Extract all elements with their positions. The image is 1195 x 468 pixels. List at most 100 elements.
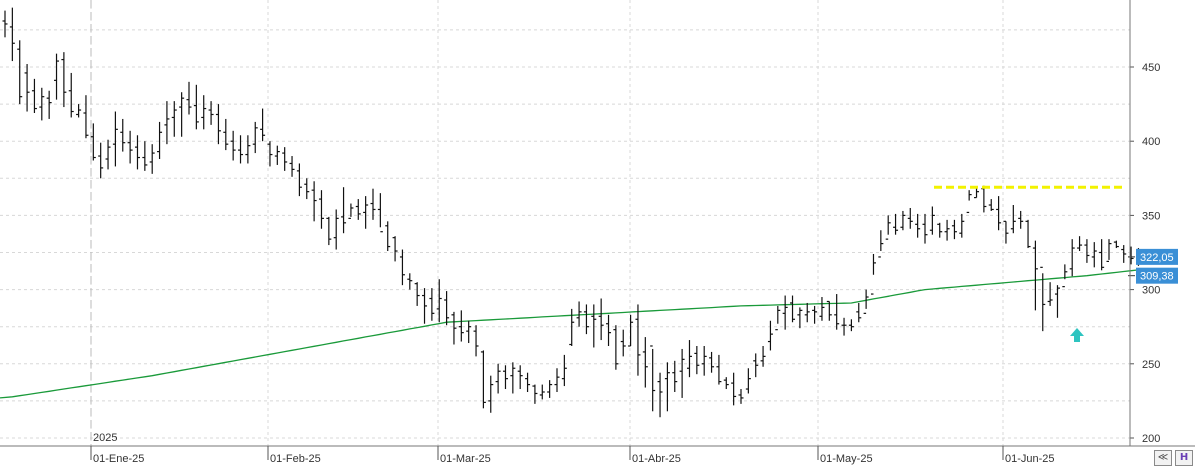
ohlc-bar xyxy=(17,40,23,105)
moving-average-tag-box xyxy=(1136,267,1178,284)
ohlc-bar xyxy=(341,187,347,234)
ohlc-bar xyxy=(1091,242,1097,268)
ohlc-bar xyxy=(951,219,957,240)
ohlc-bar xyxy=(826,300,832,321)
ohlc-bar xyxy=(1121,245,1127,263)
ohlc-bar xyxy=(834,294,840,330)
ohlc-bar xyxy=(223,118,229,151)
h-button[interactable]: H xyxy=(1175,450,1193,466)
ohlc-bar xyxy=(318,190,324,229)
ohlc-bar xyxy=(1032,240,1038,311)
ohlc-bar xyxy=(613,325,619,370)
year-label: 2025 xyxy=(93,432,117,444)
ohlc-bar xyxy=(186,81,192,115)
ohlc-bar xyxy=(458,310,464,342)
ohlc-bar xyxy=(709,351,715,373)
ohlc-bar xyxy=(841,317,847,336)
ohlc-bar xyxy=(61,52,67,108)
ohlc-bar xyxy=(377,193,383,233)
ohlc-bar xyxy=(39,87,45,121)
ohlc-bar xyxy=(304,178,310,200)
up-arrow-icon xyxy=(1070,328,1084,342)
ohlc-bar xyxy=(966,190,972,214)
ohlc-bar xyxy=(215,104,221,145)
ohlc-bar xyxy=(1018,210,1024,229)
y-tick-label: 450 xyxy=(1142,62,1160,74)
ohlc-bar xyxy=(451,311,457,345)
ohlc-bar xyxy=(68,72,74,118)
ohlc-bar xyxy=(311,181,317,222)
ohlc-bar xyxy=(1084,239,1090,263)
x-axis-band xyxy=(0,446,1195,468)
ohlc-bar xyxy=(517,365,523,390)
y-tick-label: 200 xyxy=(1142,433,1160,445)
ohlc-bar xyxy=(1128,246,1134,265)
ohlc-bar xyxy=(686,340,692,378)
ohlc-bar xyxy=(164,101,170,145)
ohlc-bar xyxy=(974,187,980,199)
ohlc-bar xyxy=(885,215,891,240)
ohlc-bar xyxy=(738,389,744,404)
ohlc-bar xyxy=(230,130,236,161)
ohlc-bar xyxy=(502,365,508,390)
corner-controls: ≪ H xyxy=(1154,450,1193,466)
ohlc-bar xyxy=(495,363,501,394)
ohlc-bar xyxy=(672,360,678,392)
ohlc-bar xyxy=(944,219,950,241)
ohlc-bar xyxy=(642,337,648,388)
ohlc-bar xyxy=(1025,219,1031,249)
ohlc-bar xyxy=(252,121,258,154)
ohlc-bar xyxy=(510,362,516,394)
ohlc-bar xyxy=(701,345,707,376)
double-chevron-icon[interactable]: ≪ xyxy=(1154,450,1172,466)
x-tick-label: 01-Feb-25 xyxy=(270,453,321,465)
ohlc-bar xyxy=(473,325,479,357)
ohlc-bar xyxy=(525,372,531,392)
ohlc-bar xyxy=(385,221,391,252)
ohlc-bar xyxy=(267,141,273,167)
ohlc-bar xyxy=(348,203,354,219)
ohlc-bar xyxy=(260,108,266,142)
ohlc-bar xyxy=(1069,239,1075,277)
ohlc-bar xyxy=(598,298,604,341)
ohlc-bar xyxy=(238,135,244,164)
ohlc-bar xyxy=(922,213,928,244)
ohlc-bar xyxy=(407,273,413,290)
ohlc-bar xyxy=(289,156,295,177)
x-tick-label: 01-Mar-25 xyxy=(440,453,491,465)
ohlc-bar xyxy=(628,314,634,347)
ohlc-bar xyxy=(208,101,214,125)
ohlc-bar xyxy=(870,253,876,295)
ohlc-bar xyxy=(1003,220,1009,244)
ohlc-bar xyxy=(127,130,133,164)
ohlc-bar xyxy=(797,307,803,329)
ohlc-bar xyxy=(363,196,369,229)
x-tick-label: 01-Jun-25 xyxy=(1005,453,1055,465)
ohlc-bar xyxy=(333,209,339,250)
ohlc-bar xyxy=(24,64,30,112)
ohlc-bar xyxy=(753,353,759,378)
ohlc-bar xyxy=(76,104,82,118)
ohlc-bar xyxy=(142,141,148,171)
ohlc-bar xyxy=(392,236,398,262)
ohlc-bar xyxy=(171,101,177,137)
ohlc-bars-layer xyxy=(2,7,1141,418)
ohlc-bar xyxy=(98,142,104,179)
ohlc-bar xyxy=(134,135,140,170)
moving-average-tag-text: 309,38 xyxy=(1140,271,1174,283)
ohlc-bar xyxy=(937,222,943,238)
ohlc-bar xyxy=(606,314,612,346)
ohlc-bar xyxy=(745,368,751,394)
ohlc-bar xyxy=(539,384,545,400)
ohlc-bar xyxy=(1054,285,1060,318)
ohlc-bar xyxy=(694,345,700,375)
ohlc-bar xyxy=(370,188,376,220)
ohlc-bar xyxy=(326,216,332,246)
ohlc-bar xyxy=(157,121,163,160)
ohlc-bar xyxy=(583,304,589,335)
x-tick-label: 01-May-25 xyxy=(820,453,873,465)
ohlc-bar xyxy=(466,320,472,344)
ohlc-bar xyxy=(547,380,553,398)
ohlc-bar xyxy=(31,78,37,114)
